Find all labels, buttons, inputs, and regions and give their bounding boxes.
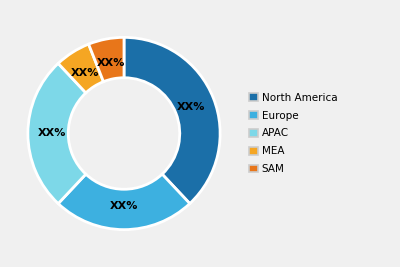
Text: XX%: XX% <box>71 68 100 78</box>
Text: XX%: XX% <box>96 58 125 68</box>
Wedge shape <box>58 44 104 93</box>
Text: XX%: XX% <box>38 128 66 139</box>
Wedge shape <box>89 37 124 82</box>
Legend: North America, Europe, APAC, MEA, SAM: North America, Europe, APAC, MEA, SAM <box>249 93 338 174</box>
Text: XX%: XX% <box>110 201 138 211</box>
Text: XX%: XX% <box>177 102 205 112</box>
Wedge shape <box>28 64 86 203</box>
Wedge shape <box>58 174 190 230</box>
Wedge shape <box>124 37 220 203</box>
